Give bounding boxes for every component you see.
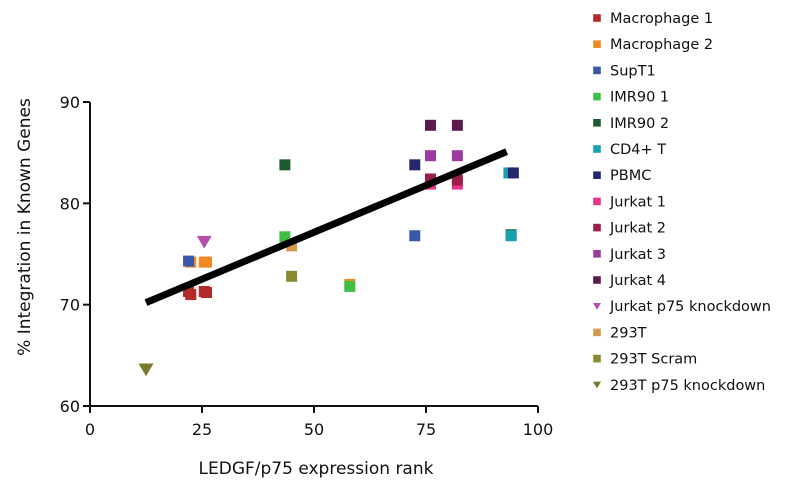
data-point — [451, 119, 463, 131]
legend-marker — [593, 145, 601, 153]
x-tick-label: 0 — [85, 420, 95, 439]
legend-marker — [593, 119, 601, 127]
x-tick-label: 75 — [416, 420, 436, 439]
legend-label: Jurkat p75 knockdown — [609, 299, 771, 315]
data-point — [138, 363, 154, 377]
legend: Macrophage 1 Macrophage 2 SupT1 IMR90 1 IMR9… — [593, 11, 771, 394]
data-point — [409, 159, 421, 171]
x-axis-title: LEDGF/p75 expression rank — [199, 459, 434, 479]
legend-marker — [593, 40, 601, 48]
regression-line-group — [144, 148, 508, 306]
y-tick-label: 70 — [60, 296, 80, 315]
legend-label: CD4+ T — [610, 142, 666, 158]
legend-label: Macrophage 1 — [610, 11, 713, 27]
legend-label: Jurkat 1 — [609, 194, 666, 210]
data-point — [196, 235, 212, 249]
data-point — [507, 167, 519, 179]
data-point — [200, 287, 212, 299]
legend-label: IMR90 1 — [610, 90, 669, 106]
legend-label: SupT1 — [610, 63, 656, 79]
data-point — [344, 280, 356, 292]
legend-marker — [593, 14, 601, 22]
legend-marker — [593, 66, 601, 75]
x-tick-label: 100 — [523, 420, 554, 439]
legend-marker — [593, 354, 601, 363]
legend-label: Macrophage 2 — [610, 37, 713, 53]
legend-label: IMR90 2 — [610, 116, 669, 132]
data-point — [424, 150, 436, 162]
legend-marker — [593, 381, 601, 389]
data-point — [424, 119, 436, 131]
data-point — [279, 231, 291, 243]
regression-line — [144, 148, 508, 306]
x-tick-label: 50 — [304, 420, 324, 439]
legend-marker — [593, 328, 601, 337]
legend-label: 293T p75 knockdown — [610, 378, 765, 394]
data-points — [138, 119, 519, 377]
legend-marker — [593, 171, 601, 179]
data-point — [286, 270, 298, 282]
legend-label: Jurkat 3 — [609, 247, 666, 263]
axes: 0 25 50 75 100 60 70 80 90 LEDGF/p75 expression r… — [15, 93, 553, 479]
data-point — [183, 255, 195, 267]
legend-label: Jurkat 4 — [609, 273, 666, 289]
data-point — [451, 150, 463, 162]
data-point — [279, 159, 291, 171]
legend-marker — [593, 276, 601, 284]
data-point — [409, 230, 421, 242]
x-tick-label: 25 — [192, 420, 212, 439]
data-point — [505, 230, 517, 242]
data-point — [200, 256, 212, 268]
y-tick-label: 80 — [60, 194, 80, 213]
legend-label: PBMC — [610, 168, 651, 184]
legend-label: 293T Scram — [610, 352, 697, 368]
legend-marker — [593, 303, 601, 310]
y-axis-title: % Integration in Known Genes — [15, 98, 35, 356]
legend-label: 293T — [610, 325, 647, 341]
y-tick-label: 90 — [60, 93, 80, 112]
legend-marker — [593, 223, 601, 232]
legend-marker — [593, 92, 601, 101]
data-point — [451, 174, 463, 186]
legend-label: Jurkat 2 — [609, 221, 666, 237]
legend-marker — [593, 250, 601, 258]
legend-marker — [593, 197, 601, 206]
y-tick-label: 60 — [60, 397, 80, 416]
